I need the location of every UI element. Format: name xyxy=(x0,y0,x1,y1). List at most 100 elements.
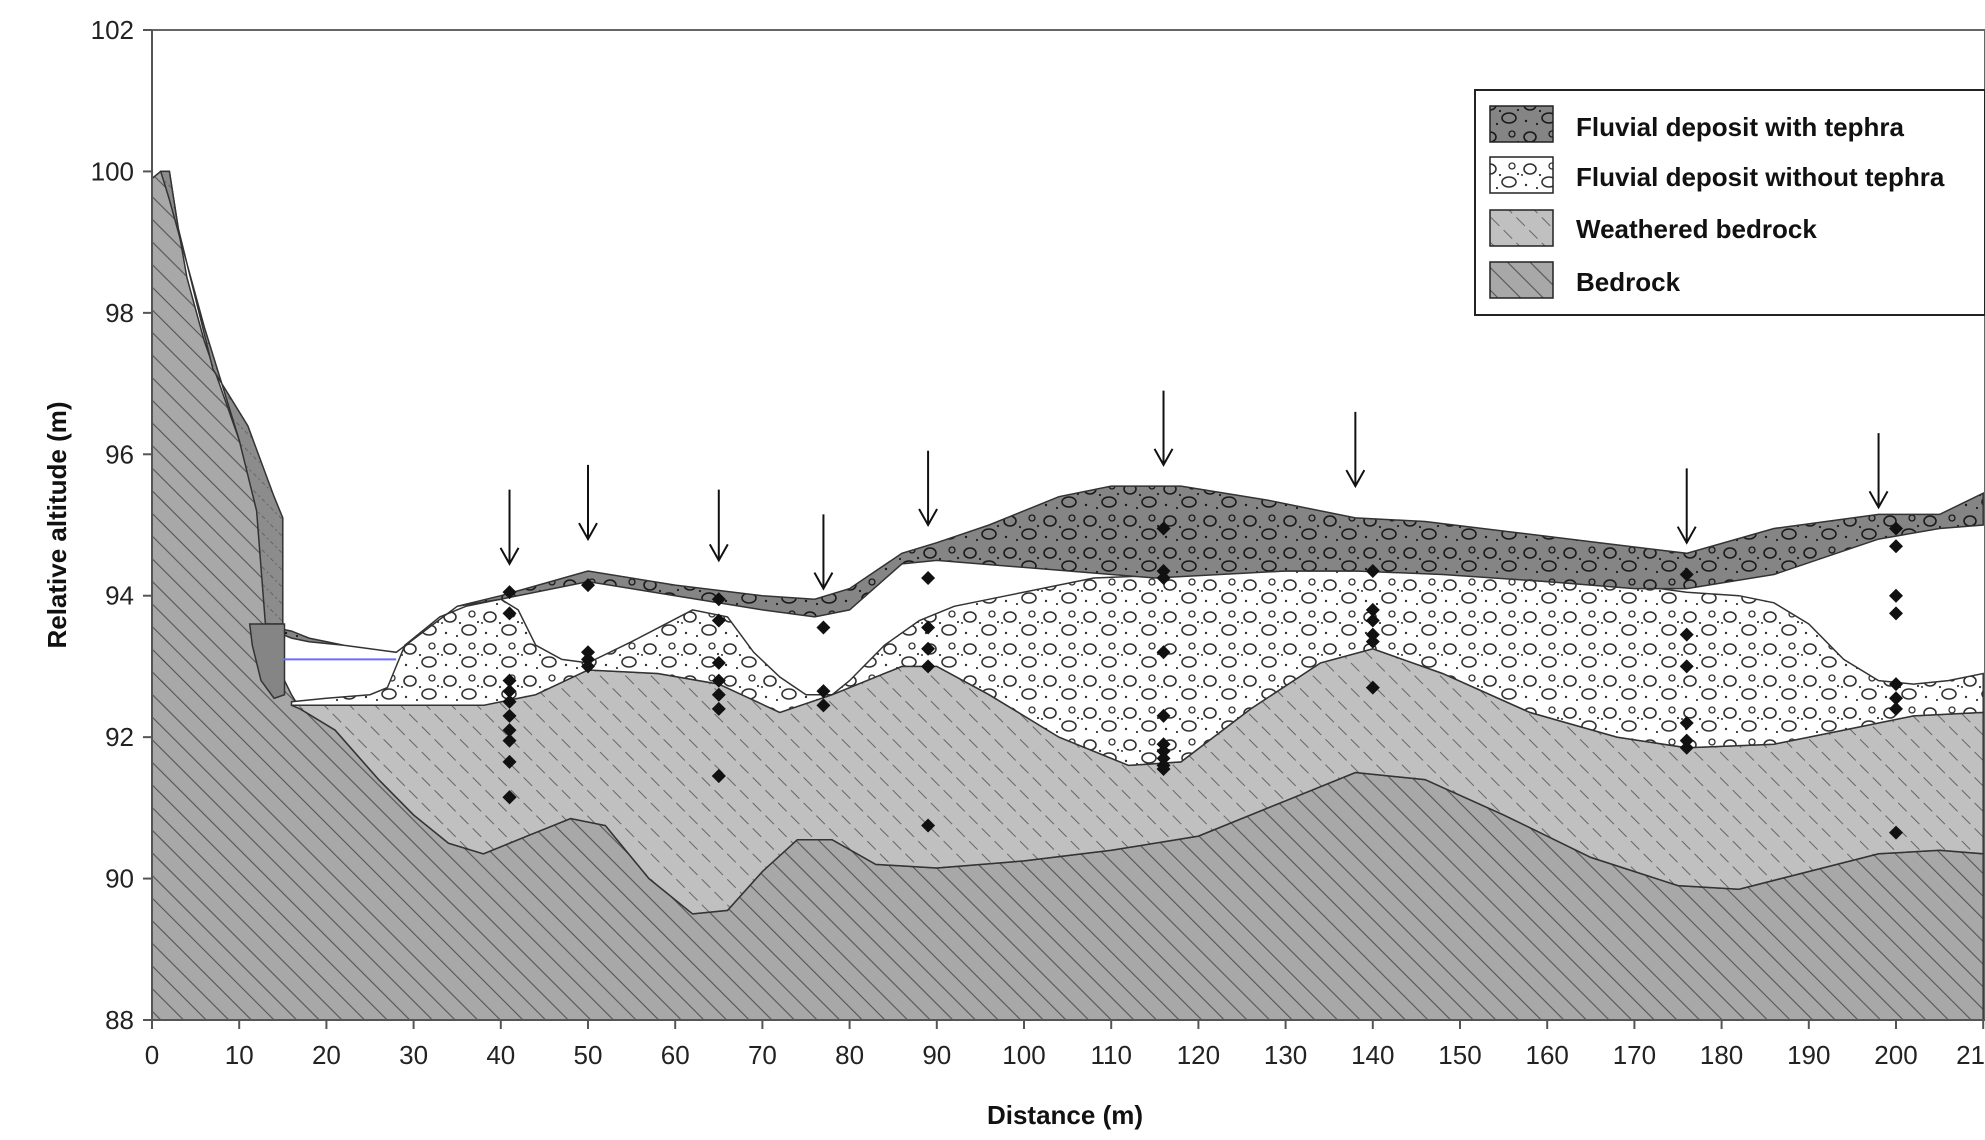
sample-point xyxy=(1156,744,1171,759)
legend-box xyxy=(1474,89,1985,316)
arrow-head-5 xyxy=(1153,448,1174,467)
sample-point xyxy=(1889,701,1903,716)
sample-point xyxy=(1679,567,1694,582)
legend-swatch-weathered-bedrock xyxy=(1489,209,1554,247)
x-tick-label: 100 xyxy=(1002,1040,1045,1070)
x-tick-label: 21 xyxy=(1956,1040,1985,1070)
sample-point xyxy=(1889,677,1903,692)
legend-label-fluvial-without-tephra: Fluvial deposit without tephra xyxy=(1576,162,1945,192)
sample-point xyxy=(502,694,517,709)
x-tick-label: 60 xyxy=(661,1040,690,1070)
sample-point xyxy=(502,708,517,723)
sample-point xyxy=(711,655,726,670)
layer-fluvial-deposit-with-tephra xyxy=(256,485,1984,654)
sample-point xyxy=(1889,606,1903,621)
y-tick-label: 96 xyxy=(105,439,134,469)
y-tick-label: 102 xyxy=(91,15,134,45)
sample-point xyxy=(502,684,517,699)
sample-point xyxy=(711,673,726,688)
sample-point xyxy=(1365,680,1380,695)
sample-point xyxy=(1365,563,1380,578)
sample-point xyxy=(711,701,726,716)
sample-point xyxy=(1365,634,1380,649)
sample-point xyxy=(1889,825,1903,840)
sample-point xyxy=(816,620,831,635)
sample-point xyxy=(1889,521,1903,536)
y-tick-label: 98 xyxy=(105,298,134,328)
sample-point xyxy=(1679,659,1694,674)
sample-point xyxy=(502,606,517,621)
arrow-head-6 xyxy=(1345,469,1366,489)
x-tick-label: 170 xyxy=(1613,1040,1656,1070)
legend-swatch-fluvial-with-tephra xyxy=(1489,105,1554,143)
legend-label-weathered-bedrock: Weathered bedrock xyxy=(1576,214,1817,244)
sample-point xyxy=(1679,740,1694,755)
sample-point xyxy=(581,645,595,660)
x-tick-label: 10 xyxy=(225,1040,254,1070)
sample-point xyxy=(921,620,936,635)
x-tick-label: 180 xyxy=(1700,1040,1743,1070)
sample-point xyxy=(921,571,936,586)
sample-point xyxy=(581,652,595,667)
legend-label-fluvial-with-tephra: Fluvial deposit with tephra xyxy=(1576,112,1904,142)
sample-point xyxy=(1679,733,1694,748)
arrow-head-0 xyxy=(499,547,520,566)
arrow-head-1 xyxy=(578,522,598,542)
arrow-head-4 xyxy=(918,508,938,528)
sample-point xyxy=(1156,571,1171,586)
sample-point xyxy=(711,613,726,628)
left-bank-deposit-lower xyxy=(248,623,286,700)
sample-point xyxy=(711,687,726,702)
sample-point xyxy=(502,673,517,688)
x-tick-label: 70 xyxy=(748,1040,777,1070)
arrow-head-3 xyxy=(813,572,834,591)
sample-point xyxy=(1156,645,1171,660)
layers-group xyxy=(152,170,1984,1020)
sample-point xyxy=(1889,691,1903,706)
x-tick-label: 120 xyxy=(1177,1040,1220,1070)
x-tick-label: 40 xyxy=(486,1040,515,1070)
sample-point xyxy=(502,754,517,769)
x-tick-label: 110 xyxy=(1090,1040,1131,1070)
arrows-group xyxy=(499,390,1889,591)
sample-point xyxy=(581,659,595,674)
y-axis-title: Relative altitude (m) xyxy=(42,401,72,648)
x-tick-label: 190 xyxy=(1787,1040,1830,1070)
y-tick-label: 94 xyxy=(105,581,134,611)
x-tick-label: 90 xyxy=(922,1040,951,1070)
arrow-head-8 xyxy=(1868,490,1889,510)
sample-point xyxy=(1156,521,1171,536)
y-tick-label: 92 xyxy=(105,722,134,752)
sample-point xyxy=(816,698,831,713)
sample-point xyxy=(1156,761,1171,776)
sample-point xyxy=(1365,602,1380,617)
legend-label-bedrock: Bedrock xyxy=(1576,267,1681,297)
y-tick-label: 90 xyxy=(105,864,134,894)
x-tick-label: 150 xyxy=(1438,1040,1481,1070)
sample-point xyxy=(1365,613,1380,628)
x-tick-label: 140 xyxy=(1351,1040,1394,1070)
x-axis-title: Distance (m) xyxy=(987,1100,1143,1130)
legend-swatch-bedrock xyxy=(1489,261,1554,299)
y-tick-label: 100 xyxy=(91,156,134,186)
sample-points-group xyxy=(502,521,1903,840)
left-bank-deposit xyxy=(159,170,284,625)
x-axis: 0 10 20 30 40 50 60 70 80 90 100 110 120 130 140 150 160… xyxy=(145,1019,1985,1070)
sample-point xyxy=(581,578,595,593)
y-tick-label: 88 xyxy=(105,1005,134,1035)
sample-point xyxy=(1156,708,1171,723)
arrow-head-7 xyxy=(1676,526,1697,545)
y-axis: 88 90 92 94 96 98 100 102 xyxy=(91,15,153,1035)
sample-point xyxy=(1156,563,1171,578)
x-tick-label: 20 xyxy=(312,1040,341,1070)
sample-point xyxy=(1889,539,1903,554)
x-tick-label: 130 xyxy=(1264,1040,1307,1070)
sample-point xyxy=(1889,588,1903,603)
sample-point xyxy=(921,659,936,674)
x-tick-label: 0 xyxy=(145,1040,159,1070)
x-tick-label: 50 xyxy=(574,1040,603,1070)
sample-point xyxy=(502,585,517,600)
legend-swatch-fluvial-without-tephra xyxy=(1489,156,1554,194)
x-tick-label: 200 xyxy=(1874,1040,1917,1070)
